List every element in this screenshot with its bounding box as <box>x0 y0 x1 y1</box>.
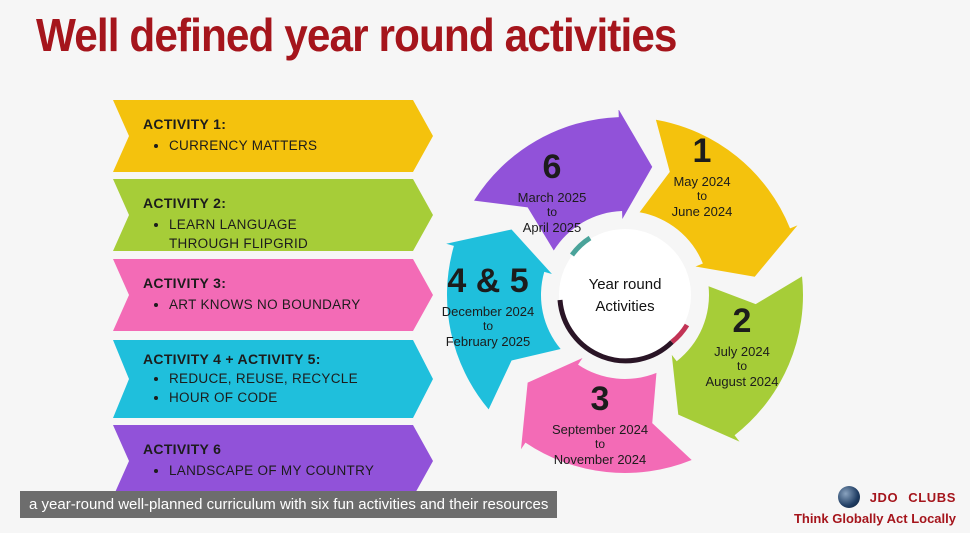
activity-4-5-heading: ACTIVITY 4 + ACTIVITY 5: <box>143 351 321 367</box>
segment-1-number: 1 <box>693 132 712 170</box>
wheel-segment-5 <box>474 110 653 251</box>
center-label-line1: Year round <box>589 276 662 293</box>
brand-tagline: Think Globally Act Locally <box>793 511 956 526</box>
segment-1-end: June 2024 <box>672 204 733 219</box>
segment-2-start: July 2024 <box>714 344 770 359</box>
wheel-segment-4 <box>446 229 561 410</box>
activity-3-banner: ACTIVITY 3: ART KNOWS NO BOUNDARY <box>113 259 433 331</box>
segment-5-number: 6 <box>543 148 562 186</box>
wheel-segment-2 <box>671 276 803 442</box>
segment-2-number: 2 <box>733 302 752 340</box>
segment-3-end: November 2024 <box>554 452 647 467</box>
activity-4-item: REDUCE, REUSE, RECYCLE <box>169 369 403 388</box>
segment-1-to: to <box>697 189 707 203</box>
segment-3-number: 3 <box>591 380 610 418</box>
brand-name-clubs: CLUBS <box>908 489 956 505</box>
center-label-line2: Activities <box>595 298 654 315</box>
segment-2-to: to <box>737 359 747 373</box>
activity-5-item: HOUR OF CODE <box>169 388 403 407</box>
segment-1-start: May 2024 <box>673 174 730 189</box>
brand-block: JDO CLUBS Think Globally Act Locally <box>794 486 956 526</box>
segment-5-end: April 2025 <box>523 220 582 235</box>
activity-3-heading: ACTIVITY 3: <box>143 275 227 291</box>
segment-4-number: 4 & 5 <box>447 262 528 300</box>
segment-3-to: to <box>595 437 605 451</box>
activity-list: ACTIVITY 1: CURRENCY MATTERS ACTIVITY 2:… <box>0 0 440 533</box>
caption-bar: a year-round well-planned curriculum wit… <box>20 491 558 518</box>
segment-4-start: December 2024 <box>442 304 535 319</box>
activity-2-banner: ACTIVITY 2: LEARN LANGUAGE THROUGH FLIPG… <box>113 179 433 251</box>
activity-6-heading: ACTIVITY 6 <box>143 441 222 457</box>
activity-2-item: LEARN LANGUAGE THROUGH FLIPGRID <box>169 215 369 251</box>
activity-4-5-banner: ACTIVITY 4 + ACTIVITY 5: REDUCE, REUSE, … <box>113 340 433 418</box>
center-ring: Year round Activities <box>557 229 691 364</box>
segment-5-to: to <box>547 205 557 219</box>
activity-6-item: LANDSCAPE OF MY COUNTRY <box>169 461 403 480</box>
activity-2-heading: ACTIVITY 2: <box>143 195 227 211</box>
activity-1-banner: ACTIVITY 1: CURRENCY MATTERS <box>113 100 433 172</box>
segment-5-start: March 2025 <box>518 190 587 205</box>
brand-name-jdo: JDO <box>869 489 899 505</box>
wheel-segment-3 <box>520 358 692 474</box>
segment-4-end: February 2025 <box>446 334 531 349</box>
segment-2-end: August 2024 <box>705 374 778 389</box>
segment-4-to: to <box>483 319 493 333</box>
segment-3-start: September 2024 <box>552 422 648 437</box>
globe-icon <box>837 486 860 508</box>
activity-1-heading: ACTIVITY 1: <box>143 116 227 132</box>
activity-6-banner: ACTIVITY 6 LANDSCAPE OF MY COUNTRY <box>113 425 433 497</box>
page-title: Well defined year round activities <box>36 9 677 61</box>
wheel-segment-1 <box>639 119 798 277</box>
activity-3-item: ART KNOWS NO BOUNDARY <box>169 295 403 314</box>
activity-1-item: CURRENCY MATTERS <box>169 136 403 155</box>
